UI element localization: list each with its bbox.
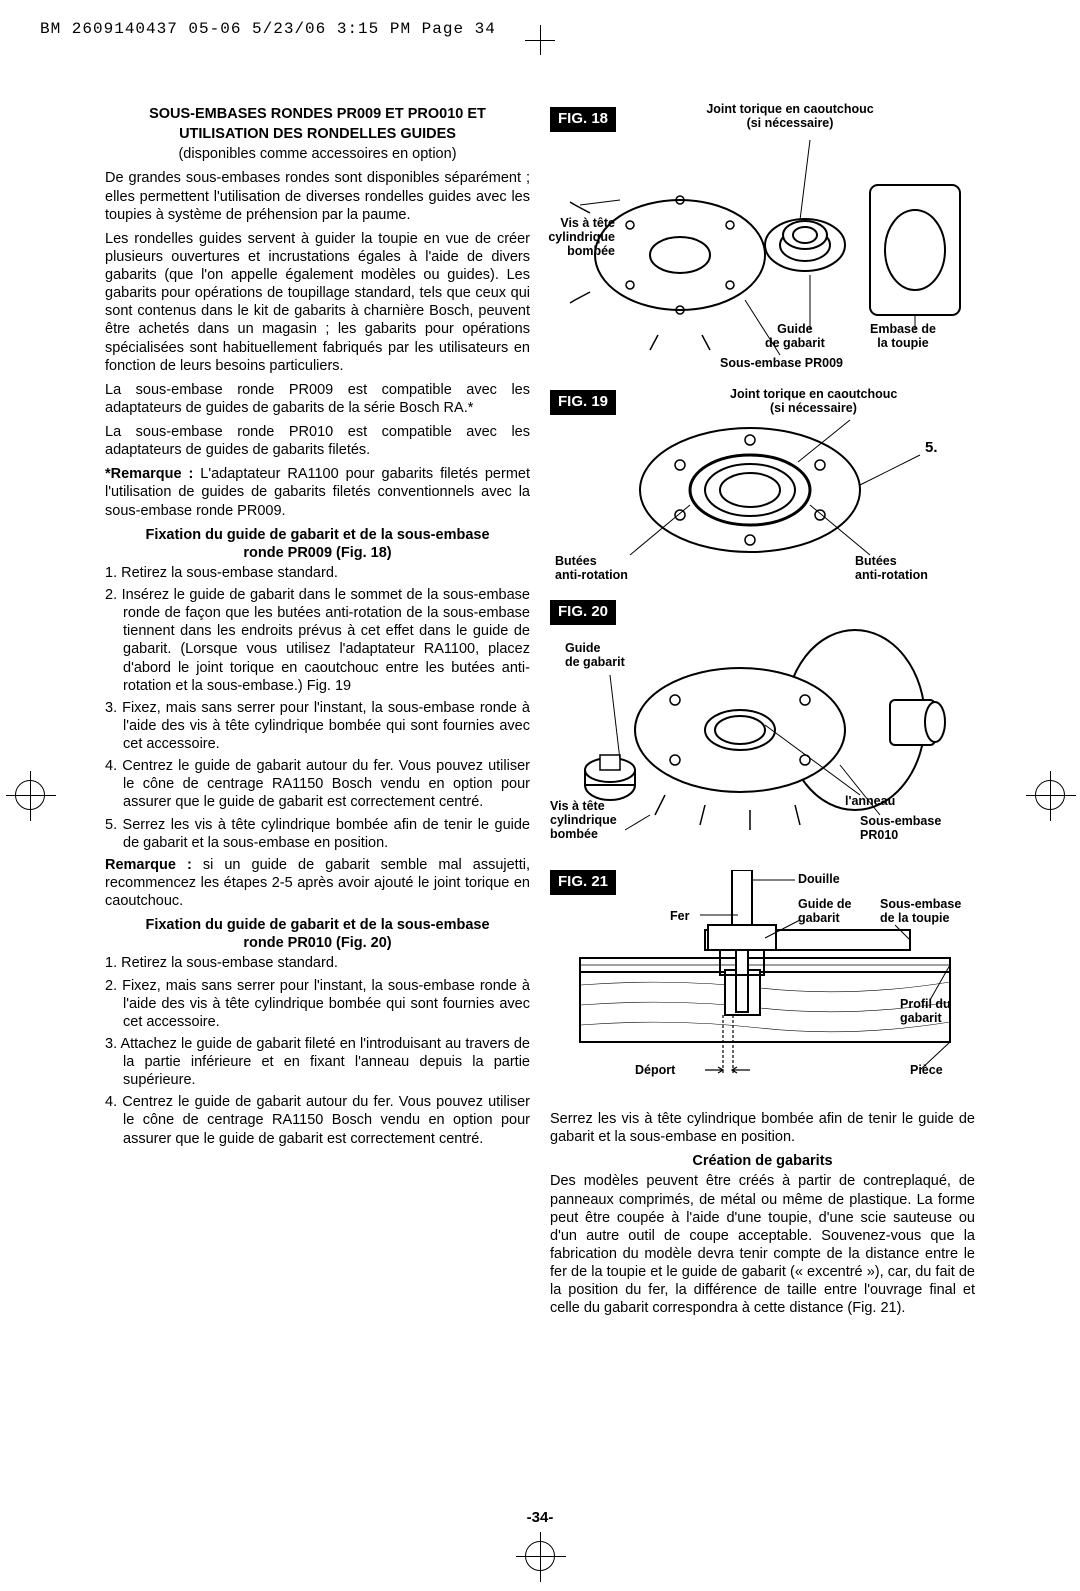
registration-mark bbox=[1035, 780, 1065, 810]
figure-annotation: Vis à têtecylindriquebombée bbox=[540, 217, 615, 258]
subheading: Création de gabarits bbox=[550, 1152, 975, 1170]
figure-annotation: Joint torique en caoutchouc(si nécessair… bbox=[690, 103, 890, 131]
section-subtitle: (disponibles comme accessoires en option… bbox=[105, 145, 530, 163]
figure-20: FIG. 20 bbox=[550, 600, 975, 860]
crop-mark bbox=[530, 30, 550, 50]
list-item: 4. Centrez le guide de gabarit autour du… bbox=[105, 1093, 530, 1147]
instruction-list: 1. Retirez la sous-embase standard. 2. I… bbox=[105, 564, 530, 852]
body-paragraph: Les rondelles guides servent à guider la… bbox=[105, 230, 530, 375]
registration-mark bbox=[15, 780, 45, 810]
list-item: 1. Retirez la sous-embase standard. bbox=[105, 954, 530, 972]
instruction-list: 1. Retirez la sous-embase standard. 2. F… bbox=[105, 954, 530, 1147]
figure-annotation: l'anneau bbox=[845, 795, 895, 809]
subheading: Fixation du guide de gabarit et de la so… bbox=[105, 526, 530, 562]
figure-19: FIG. 19 Joint torique en caoutchouc(si n… bbox=[550, 390, 975, 590]
list-item: 2. Fixez, mais sans serrer pour l'instan… bbox=[105, 977, 530, 1031]
figure-annotation: Sous-embasePR010 bbox=[860, 815, 941, 843]
figure-annotation: Butéesanti-rotation bbox=[555, 555, 628, 583]
figure-annotation: Butéesanti-rotation bbox=[855, 555, 928, 583]
body-paragraph: Remarque : si un guide de gabarit semble… bbox=[105, 856, 530, 910]
body-paragraph: *Remarque : L'adaptateur RA1100 pour gab… bbox=[105, 465, 530, 519]
figure-21: FIG. 21 bbox=[550, 870, 975, 1100]
list-item: 2. Insérez le guide de gabarit dans le s… bbox=[105, 586, 530, 695]
section-title: SOUS-EMBASES RONDES PR009 ET PRO010 ET bbox=[105, 105, 530, 123]
figure-annotation: Pièce bbox=[910, 1064, 943, 1078]
figure-annotation: Guide degabarit bbox=[798, 898, 851, 926]
figure-annotation: Douille bbox=[798, 873, 840, 887]
page-number: -34- bbox=[0, 1509, 1080, 1526]
figure-18: FIG. 18 bbox=[550, 105, 975, 380]
list-item: 3. Attachez le guide de gabarit fileté e… bbox=[105, 1035, 530, 1089]
figure-annotation: Joint torique en caoutchouc(si nécessair… bbox=[730, 388, 950, 416]
subheading: Fixation du guide de gabarit et de la so… bbox=[105, 916, 530, 952]
figure-annotation: Guidede gabarit bbox=[565, 642, 625, 670]
list-item: 3. Fixez, mais sans serrer pour l'instan… bbox=[105, 699, 530, 753]
registration-mark bbox=[525, 1541, 555, 1571]
body-paragraph: De grandes sous-embases rondes sont disp… bbox=[105, 169, 530, 223]
body-paragraph: La sous-embase ronde PR010 est compatibl… bbox=[105, 423, 530, 459]
figure-annotation: Profil dugabarit bbox=[900, 998, 951, 1026]
figure-annotation: Fer bbox=[670, 910, 689, 924]
figure-annotation: Vis à têtecylindriquebombée bbox=[550, 800, 617, 841]
figure-annotation: Embase dela toupie bbox=[870, 323, 936, 351]
list-item: 1. Retirez la sous-embase standard. bbox=[105, 564, 530, 582]
figure-annotation: 5. bbox=[925, 440, 938, 457]
section-title: UTILISATION DES RONDELLES GUIDES bbox=[105, 125, 530, 143]
left-column: SOUS-EMBASES RONDES PR009 ET PRO010 ET U… bbox=[105, 105, 530, 1323]
figure-annotation: Sous-embasede la toupie bbox=[880, 898, 961, 926]
list-item: 5. Serrez les vis à tête cylindrique bom… bbox=[105, 816, 530, 852]
list-item: 4. Centrez le guide de gabarit autour du… bbox=[105, 757, 530, 811]
page-header-print-info: BM 2609140437 05-06 5/23/06 3:15 PM Page… bbox=[40, 20, 496, 38]
figure-annotation: Sous-embase PR009 bbox=[720, 357, 843, 371]
figure-annotation: Déport bbox=[635, 1064, 675, 1078]
figure-annotation: Guidede gabarit bbox=[765, 323, 825, 351]
body-paragraph: Serrez les vis à tête cylindrique bombée… bbox=[550, 1110, 975, 1146]
right-column: FIG. 18 bbox=[550, 105, 975, 1323]
body-paragraph: Des modèles peuvent être créés à partir … bbox=[550, 1172, 975, 1317]
body-paragraph: La sous-embase ronde PR009 est compatibl… bbox=[105, 381, 530, 417]
